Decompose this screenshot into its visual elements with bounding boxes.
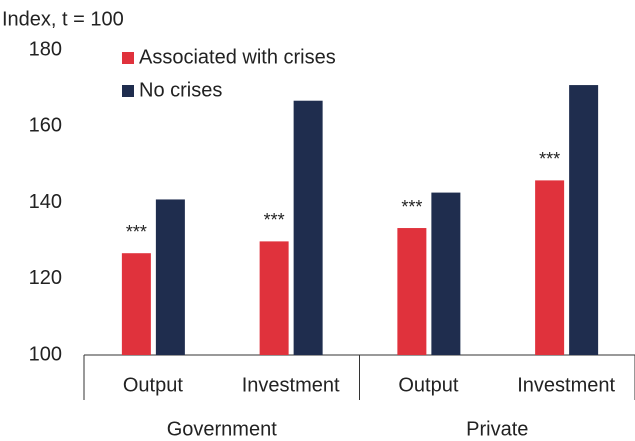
x-tick-label: Investment [242,374,340,396]
y-tick-label: 160 [29,115,62,137]
y-tick-label: 100 [29,343,62,365]
annotation: *** [401,197,422,217]
y-tick-label: 120 [29,267,62,289]
legend-label: Associated with crises [139,46,336,68]
bar [569,85,599,355]
group-label: Private [466,418,528,440]
group-label: Government [167,418,277,440]
annotation: *** [539,149,560,169]
x-tick-label: Output [398,374,458,396]
y-tick-label: 180 [29,38,62,60]
y-tick-label: 140 [29,191,62,213]
legend-swatch [122,52,134,64]
annotation: *** [264,210,285,230]
x-tick-label: Output [123,374,183,396]
bar [121,253,151,355]
y-axis-label: Index, t = 100 [2,8,124,30]
legend-label: No crises [139,79,222,101]
x-tick-label: Investment [517,374,615,396]
bar [155,199,185,355]
bar [397,228,427,355]
legend-swatch [122,85,134,97]
bar [535,180,565,355]
bar [293,100,323,355]
bar [259,241,289,355]
annotation: *** [126,222,147,242]
bar [431,192,461,355]
